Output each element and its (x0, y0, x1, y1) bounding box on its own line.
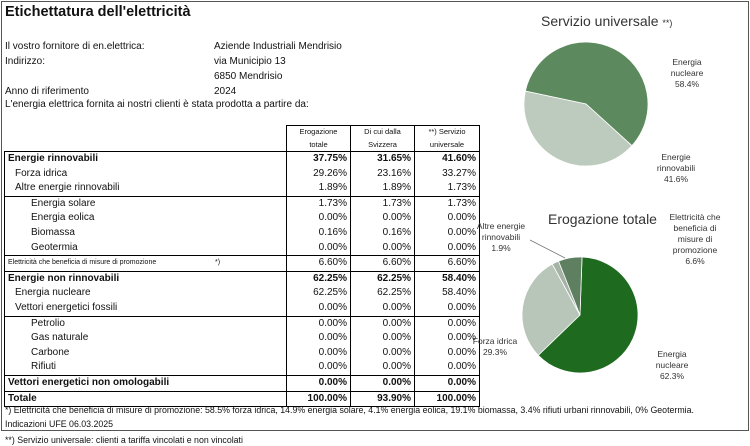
page-title: Etichettatura dell'elettricità (5, 4, 191, 20)
table-row: Rifiuti 0.00% 0.00% 0.00% (4, 360, 480, 376)
total-slice-forza-idrica (521, 263, 581, 356)
table-row: Petrolio 0.00% 0.00% 0.00% (4, 315, 480, 332)
label-universal-nuclear: Energia nucleare 58.4% (670, 57, 704, 89)
total-slice-elettricit-che-beneficia-di-misure-di-promozione (558, 256, 583, 316)
table-row: Altre energie rinnovabili 1.89% 1.89% 1.… (4, 181, 480, 197)
chart-title-total: Erogazione totale (548, 211, 657, 227)
total-slice-energia-nucleare (537, 256, 639, 374)
supplier-value: Aziende Industriali Mendrisio (214, 41, 342, 52)
row-label: Carbone (4, 345, 287, 361)
table-row: Vettori energetici fossili 0.00% 0.00% 0… (4, 300, 480, 317)
table-row: Vettori energetici non omologabili 0.00%… (4, 374, 480, 391)
table-row: Geotermia 0.00% 0.00% 0.00% (4, 240, 480, 257)
footnote-promo: *) Elettricità che beneficia di misure d… (5, 405, 694, 415)
label-total-promo: Elettricità che beneficia di misure di p… (669, 212, 721, 266)
header-swiss: Di cui dalla (350, 125, 415, 139)
table-total-row: Totale 100.00% 93.90% 100.00% (4, 390, 480, 408)
footnote-service: **) Servizio universale: clienti a tarif… (5, 435, 243, 445)
row-label: Energia nucleare (4, 286, 287, 301)
table-row: Energie non rinnovabili 62.25% 62.25% 58… (4, 270, 480, 287)
row-label: Energia eolica (4, 211, 287, 226)
table-row: Energie rinnovabili 37.75% 31.65% 41.60% (4, 150, 480, 167)
leader-line-other (529, 239, 566, 259)
row-label: Forza idrica (4, 166, 287, 182)
label-total-hydro: Forza idrica 29.3% (472, 336, 518, 357)
header-universal: **) Servizio (414, 125, 480, 139)
label-universal-renewable: Energie rinnovabili 41.6% (656, 152, 696, 184)
table-row: Energia nucleare 62.25% 62.25% 58.40% (4, 286, 480, 301)
address-line2: 6850 Mendrisio (214, 71, 283, 82)
table-row: Elettricità che beneficia di misure di p… (4, 255, 480, 272)
energy-table: Erogazione Di cui dalla **) Servizio tot… (4, 125, 480, 408)
year-value: 2024 (214, 86, 237, 97)
row-label: Altre energie rinnovabili (4, 181, 287, 197)
footnote-date: Indicazioni UFE 06.03.2025 (5, 419, 114, 429)
row-label: Petrolio (4, 315, 287, 332)
row-label: Geotermia (4, 240, 287, 257)
row-label: Totale (4, 390, 287, 408)
chart-title-universal: Servizio universale **) (541, 13, 673, 29)
row-label: Biomassa (4, 225, 287, 241)
label-frame (1, 1, 749, 431)
row-label: Energie rinnovabili (4, 150, 287, 167)
row-label: Rifiuti (4, 360, 287, 376)
row-label: Gas naturale (4, 331, 287, 346)
table-row: Carbone 0.00% 0.00% 0.00% (4, 345, 480, 361)
universal-slice-energia-nucleare (524, 41, 649, 147)
label-total-nuclear: Energia nucleare 62.3% (655, 349, 689, 381)
table-row: Gas naturale 0.00% 0.00% 0.00% (4, 331, 480, 346)
row-label: Vettori energetici fossili (4, 300, 287, 317)
label-total-other: Altre energie rinnovabili 1.9% (476, 221, 526, 253)
row-label: Elettricità che beneficia di misure di p… (4, 255, 287, 272)
intro-text: L'energia elettrica fornita ai nostri cl… (5, 99, 309, 110)
header-total: Erogazione (286, 125, 351, 139)
year-label: Anno di riferimento (5, 86, 89, 97)
supplier-label: Il vostro fornitore di en.elettrica: (5, 41, 145, 52)
universal-slice-energie-rinnovabili (523, 90, 633, 167)
row-label: Energia solare (4, 195, 287, 212)
table-row: Energia solare 1.73% 1.73% 1.73% (4, 195, 480, 212)
row-label: Energie non rinnovabili (4, 270, 287, 287)
address-label: Indirizzo: (5, 56, 46, 67)
table-row: Energia eolica 0.00% 0.00% 0.00% (4, 211, 480, 226)
address-line1: via Municipio 13 (214, 56, 286, 67)
table-row: Biomassa 0.16% 0.16% 0.00% (4, 225, 480, 241)
table-row: Forza idrica 29.26% 23.16% 33.27% (4, 166, 480, 182)
row-label: Vettori energetici non omologabili (4, 374, 287, 391)
